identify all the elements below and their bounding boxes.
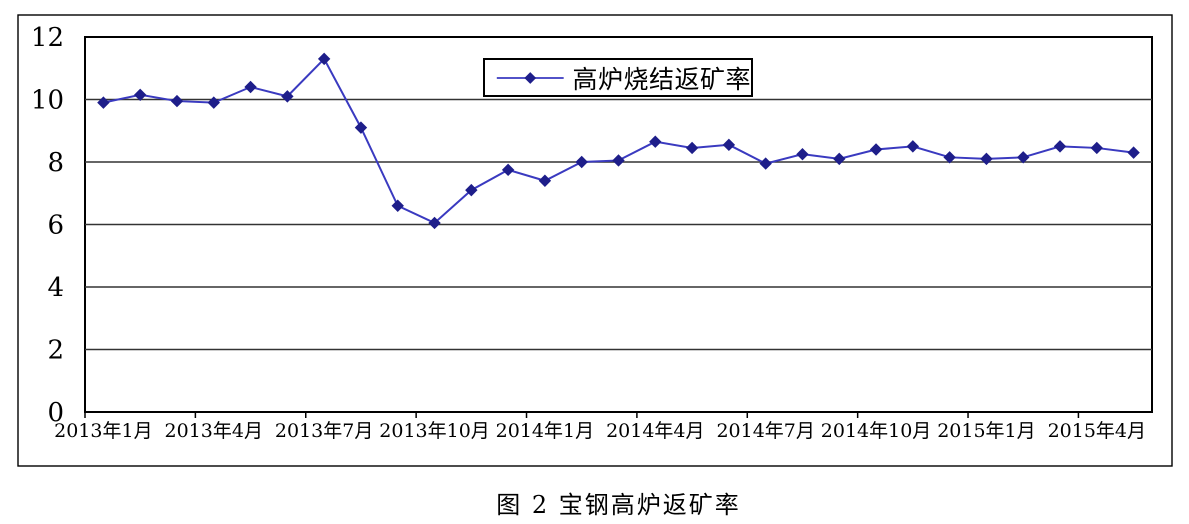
data-point-marker [685, 141, 699, 155]
data-point-marker [722, 138, 736, 152]
legend-line-marker-icon [496, 71, 564, 84]
x-tick-label: 2013年10月 [379, 420, 490, 442]
data-point-marker [501, 163, 515, 177]
data-point-marker [1053, 140, 1067, 153]
y-tick-label: 8 [47, 148, 64, 178]
legend-diamond-icon [524, 71, 537, 84]
data-point-marker [649, 135, 662, 148]
y-tick-label: 4 [47, 273, 64, 303]
data-point-marker [428, 216, 441, 230]
figure-caption: 图 2 宝钢高炉返矿率 [496, 491, 741, 519]
legend-label: 高炉烧结返矿率 [572, 64, 751, 94]
x-tick-label: 2013年7月 [275, 420, 373, 442]
y-tick-label: 0 [47, 398, 64, 428]
x-tick-label: 2014年7月 [716, 420, 814, 442]
data-point-marker [354, 121, 368, 134]
data-point-marker [1090, 141, 1104, 155]
x-tick-label: 2013年1月 [54, 420, 152, 442]
x-tick-label: 2014年4月 [606, 420, 704, 442]
x-tick-label: 2015年4月 [1048, 420, 1146, 442]
x-tick-label: 2015年1月 [937, 420, 1035, 442]
data-point-marker [317, 52, 331, 66]
data-point-marker [244, 80, 257, 94]
data-point-marker [575, 155, 588, 169]
y-tick-label: 10 [31, 86, 64, 116]
data-point-marker [207, 96, 220, 109]
data-point-marker [759, 157, 772, 170]
y-tick-label: 6 [47, 211, 64, 241]
data-point-marker [391, 199, 404, 212]
data-point-marker [133, 88, 147, 102]
x-tick-label: 2014年10月 [821, 420, 932, 442]
data-point-marker [943, 151, 956, 164]
x-tick-label: 2013年4月 [165, 420, 263, 442]
y-tick-label: 12 [31, 23, 64, 53]
data-point-marker [1127, 146, 1140, 159]
data-point-marker [796, 147, 809, 161]
data-point-marker [538, 174, 552, 187]
data-point-marker [612, 154, 625, 167]
data-point-marker [281, 90, 294, 103]
data-point-marker [1017, 151, 1030, 164]
data-point-marker [97, 96, 110, 109]
data-point-marker [465, 183, 478, 197]
x-tick-label: 2014年1月 [496, 420, 594, 442]
legend: 高炉烧结返矿率 [483, 58, 753, 97]
data-point-marker [833, 152, 846, 166]
data-point-marker [869, 143, 883, 156]
data-point-marker [980, 152, 993, 166]
y-tick-label: 2 [47, 336, 64, 366]
data-point-marker [170, 94, 184, 108]
data-point-marker [906, 140, 920, 153]
